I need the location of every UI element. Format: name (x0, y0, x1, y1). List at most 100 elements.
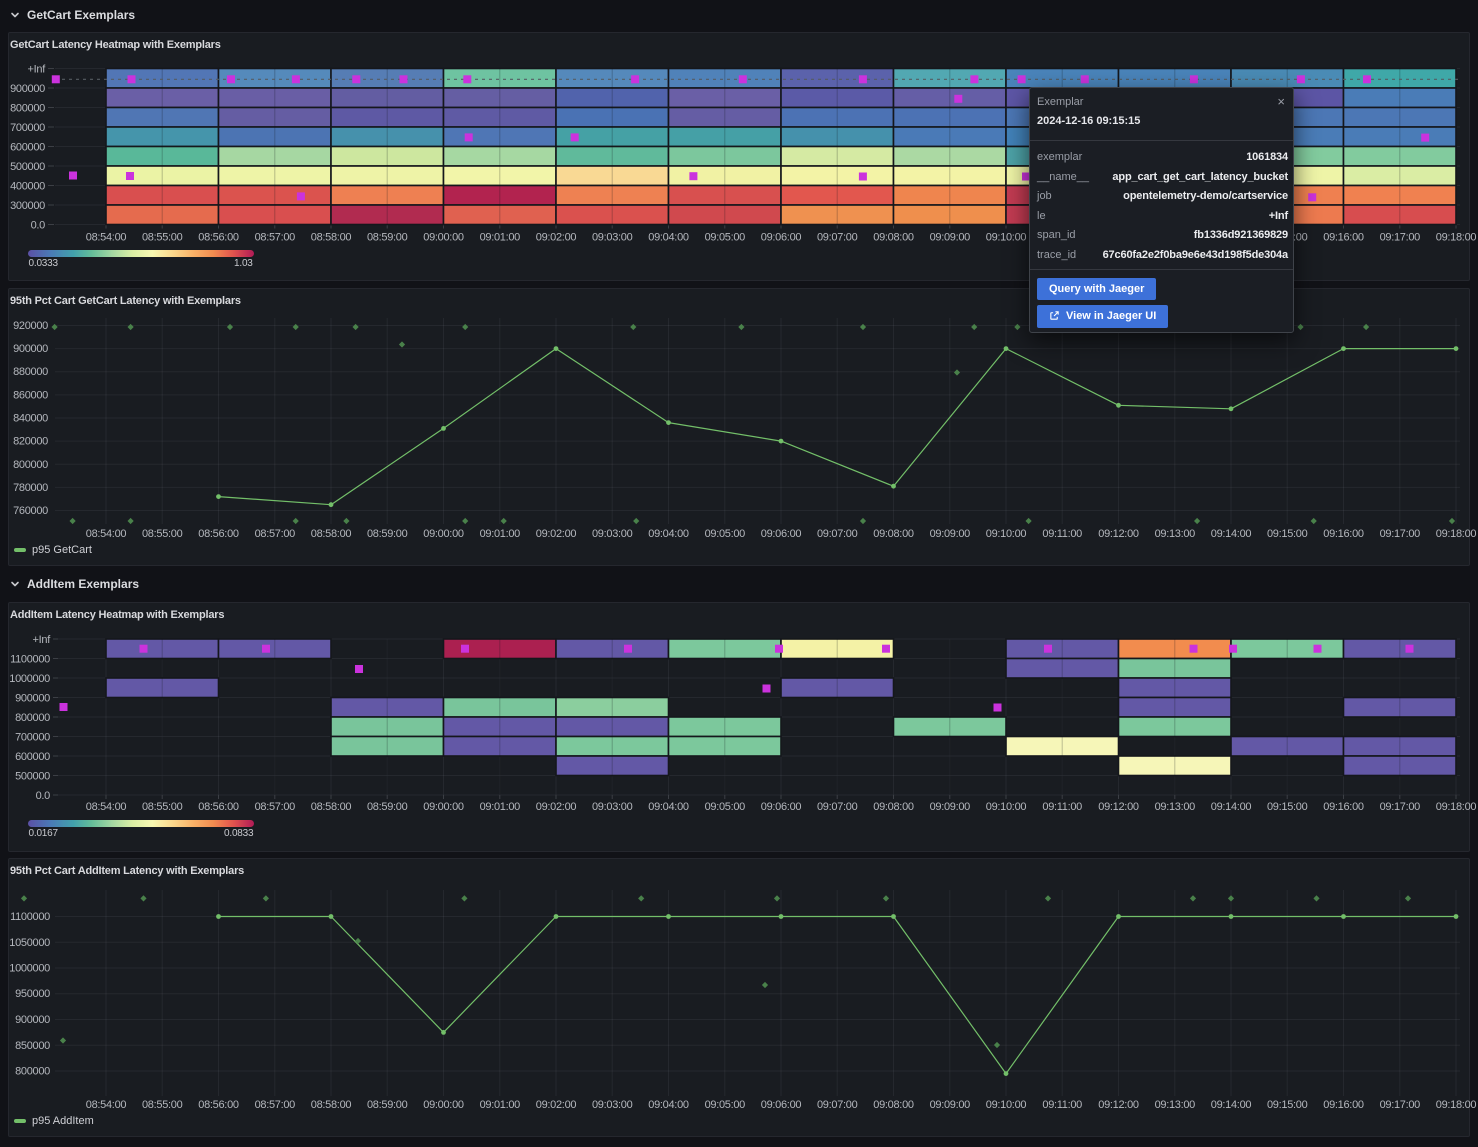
svg-text:09:01:00: 09:01:00 (480, 1099, 521, 1111)
svg-text:300000: 300000 (10, 200, 45, 212)
svg-text:09:15:00: 09:15:00 (1267, 801, 1308, 813)
svg-text:08:58:00: 08:58:00 (311, 528, 352, 540)
svg-text:09:10:00: 09:10:00 (986, 1099, 1027, 1111)
svg-text:09:14:00: 09:14:00 (1211, 528, 1252, 540)
svg-text:800000: 800000 (15, 712, 50, 724)
svg-text:900000: 900000 (15, 1014, 50, 1026)
svg-text:09:08:00: 09:08:00 (873, 1099, 914, 1111)
svg-text:500000: 500000 (15, 771, 50, 783)
svg-text:09:12:00: 09:12:00 (1098, 528, 1139, 540)
svg-text:950000: 950000 (15, 988, 50, 1000)
svg-text:09:07:00: 09:07:00 (817, 1099, 858, 1111)
svg-text:08:59:00: 08:59:00 (367, 1099, 408, 1111)
svg-text:09:11:00: 09:11:00 (1042, 1099, 1082, 1111)
svg-text:09:16:00: 09:16:00 (1323, 232, 1364, 244)
svg-text:09:17:00: 09:17:00 (1380, 232, 1421, 244)
svg-text:900000: 900000 (10, 83, 45, 95)
svg-text:08:54:00: 08:54:00 (86, 232, 127, 244)
svg-text:08:57:00: 08:57:00 (255, 528, 296, 540)
svg-text:09:16:00: 09:16:00 (1323, 528, 1364, 540)
svg-text:08:57:00: 08:57:00 (255, 1099, 296, 1111)
svg-text:1000000: 1000000 (9, 963, 50, 975)
svg-text:09:01:00: 09:01:00 (480, 528, 521, 540)
svg-text:09:06:00: 09:06:00 (761, 528, 802, 540)
svg-text:09:04:00: 09:04:00 (648, 801, 689, 813)
svg-text:09:18:00: 09:18:00 (1436, 528, 1477, 540)
svg-text:09:00:00: 09:00:00 (423, 1099, 464, 1111)
svg-text:08:58:00: 08:58:00 (311, 232, 352, 244)
svg-text:09:04:00: 09:04:00 (648, 1099, 689, 1111)
svg-text:09:00:00: 09:00:00 (423, 528, 464, 540)
svg-text:09:11:00: 09:11:00 (1042, 528, 1082, 540)
svg-text:09:06:00: 09:06:00 (761, 232, 802, 244)
svg-text:09:17:00: 09:17:00 (1380, 1099, 1421, 1111)
svg-text:09:06:00: 09:06:00 (761, 1099, 802, 1111)
svg-text:800000: 800000 (10, 103, 45, 115)
svg-text:09:02:00: 09:02:00 (536, 801, 577, 813)
svg-text:850000: 850000 (15, 1040, 50, 1052)
svg-text:09:00:00: 09:00:00 (423, 232, 464, 244)
svg-text:09:02:00: 09:02:00 (536, 1099, 577, 1111)
svg-text:09:10:00: 09:10:00 (986, 232, 1027, 244)
svg-text:08:58:00: 08:58:00 (311, 801, 352, 813)
svg-text:09:07:00: 09:07:00 (817, 528, 858, 540)
svg-text:09:01:00: 09:01:00 (480, 801, 521, 813)
svg-text:09:17:00: 09:17:00 (1380, 801, 1421, 813)
svg-text:08:55:00: 08:55:00 (142, 1099, 183, 1111)
svg-text:08:55:00: 08:55:00 (142, 801, 183, 813)
svg-text:09:12:00: 09:12:00 (1098, 1099, 1139, 1111)
svg-text:09:09:00: 09:09:00 (930, 232, 971, 244)
svg-text:08:55:00: 08:55:00 (142, 528, 183, 540)
svg-text:09:18:00: 09:18:00 (1436, 232, 1477, 244)
svg-text:09:16:00: 09:16:00 (1323, 1099, 1364, 1111)
svg-text:700000: 700000 (10, 122, 45, 134)
svg-text:09:04:00: 09:04:00 (648, 528, 689, 540)
svg-text:09:03:00: 09:03:00 (592, 232, 633, 244)
svg-text:08:54:00: 08:54:00 (86, 1099, 127, 1111)
svg-text:1100000: 1100000 (10, 654, 50, 666)
svg-text:780000: 780000 (13, 482, 48, 494)
svg-text:800000: 800000 (15, 1066, 50, 1078)
svg-text:09:05:00: 09:05:00 (705, 801, 746, 813)
svg-text:880000: 880000 (13, 366, 48, 378)
svg-text:09:09:00: 09:09:00 (930, 1099, 971, 1111)
svg-text:820000: 820000 (13, 436, 48, 448)
svg-text:08:59:00: 08:59:00 (367, 528, 408, 540)
svg-text:0.0: 0.0 (36, 790, 51, 802)
svg-text:09:08:00: 09:08:00 (873, 232, 914, 244)
svg-text:09:15:00: 09:15:00 (1267, 528, 1308, 540)
svg-text:09:14:00: 09:14:00 (1211, 801, 1252, 813)
svg-text:1100000: 1100000 (10, 911, 50, 923)
svg-text:09:09:00: 09:09:00 (930, 801, 971, 813)
svg-text:09:06:00: 09:06:00 (761, 801, 802, 813)
svg-text:09:05:00: 09:05:00 (705, 1099, 746, 1111)
svg-text:09:10:00: 09:10:00 (986, 528, 1027, 540)
svg-text:08:56:00: 08:56:00 (198, 232, 239, 244)
svg-text:400000: 400000 (10, 181, 45, 193)
svg-text:600000: 600000 (15, 751, 50, 763)
svg-text:09:11:00: 09:11:00 (1042, 801, 1082, 813)
svg-text:09:03:00: 09:03:00 (592, 1099, 633, 1111)
svg-text:08:58:00: 08:58:00 (311, 1099, 352, 1111)
svg-text:900000: 900000 (15, 693, 50, 705)
svg-text:09:08:00: 09:08:00 (873, 801, 914, 813)
svg-text:08:54:00: 08:54:00 (86, 528, 127, 540)
svg-text:800000: 800000 (13, 459, 48, 471)
svg-text:1000000: 1000000 (9, 673, 50, 685)
svg-text:840000: 840000 (13, 413, 48, 425)
svg-text:09:03:00: 09:03:00 (592, 801, 633, 813)
svg-text:08:57:00: 08:57:00 (255, 801, 296, 813)
svg-text:09:00:00: 09:00:00 (423, 801, 464, 813)
svg-text:700000: 700000 (15, 732, 50, 744)
svg-text:09:08:00: 09:08:00 (873, 528, 914, 540)
svg-text:09:02:00: 09:02:00 (536, 528, 577, 540)
svg-text:09:13:00: 09:13:00 (1155, 801, 1196, 813)
svg-text:+Inf: +Inf (28, 64, 47, 76)
svg-text:09:18:00: 09:18:00 (1436, 1099, 1477, 1111)
svg-text:09:05:00: 09:05:00 (705, 232, 746, 244)
svg-text:09:03:00: 09:03:00 (592, 528, 633, 540)
svg-text:09:15:00: 09:15:00 (1267, 1099, 1308, 1111)
svg-text:760000: 760000 (13, 505, 48, 517)
svg-text:09:07:00: 09:07:00 (817, 801, 858, 813)
svg-text:09:12:00: 09:12:00 (1098, 801, 1139, 813)
